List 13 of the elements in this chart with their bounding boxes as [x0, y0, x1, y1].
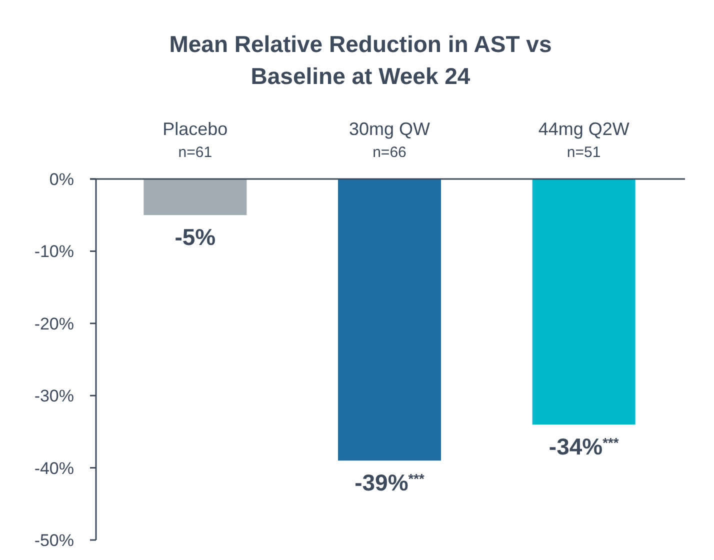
- y-tick-label: -30%: [34, 386, 74, 406]
- x-tick-label: 30mg QW n=66: [348, 119, 430, 161]
- data-label: -34%$^{***}$: [548, 433, 620, 460]
- data-label: -5%: [174, 224, 216, 250]
- data-label: -39%$^{***}$: [354, 470, 426, 496]
- y-tick-label: -50%: [34, 530, 74, 550]
- chart-title: Mean Relative Reduction in AST vs Baseline at Week 24: [169, 31, 552, 89]
- y-tick-label: -20%: [34, 314, 74, 334]
- y-tick-label: 0%: [49, 170, 74, 189]
- x-tick-label: 44mg Q2W n=51: [538, 119, 630, 161]
- y-tick-label: -40%: [34, 458, 74, 478]
- y-tick-label: -10%: [34, 242, 74, 262]
- x-tick-label: Placebo n=61: [162, 119, 228, 161]
